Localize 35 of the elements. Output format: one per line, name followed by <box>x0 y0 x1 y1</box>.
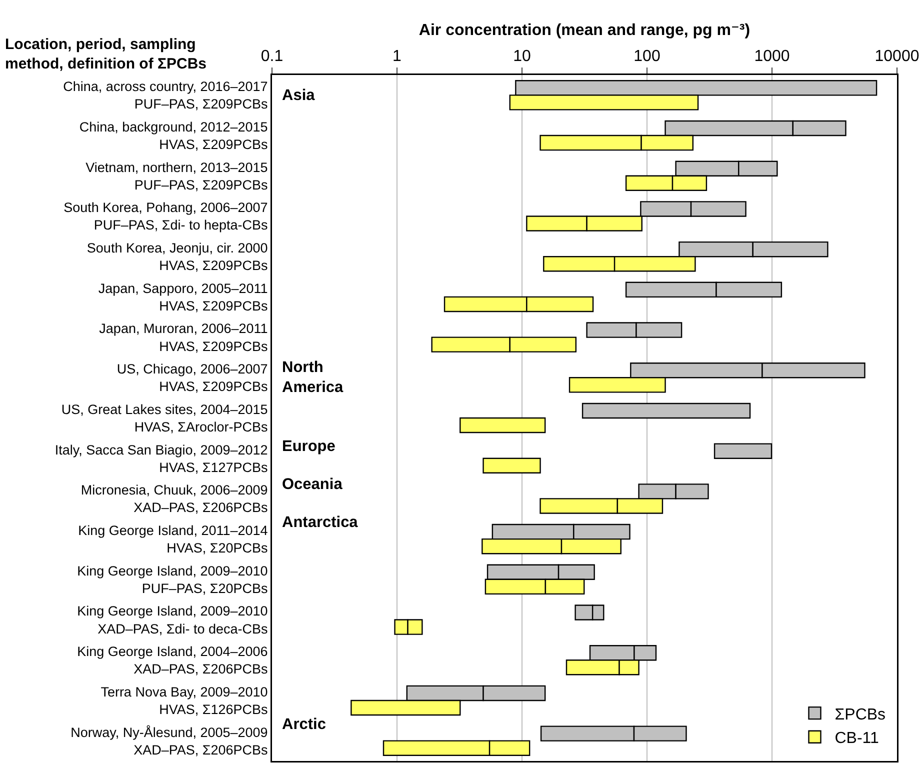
y-tick-label: South Korea, Jeonju, cir. 2000 HVAS, Σ209PCBs <box>86 240 268 274</box>
y-axis-title: Location, period, sampling method, definition of ΣPCBs <box>5 36 206 72</box>
legend-label: ΣPCBs <box>834 706 886 724</box>
y-tick-label: China, across country, 2016–2017 PUF–PAS, Σ209PCBs <box>63 79 268 112</box>
y-tick-label: King George Island, 2011–2014 HVAS, Σ20PCBs <box>78 523 268 556</box>
y-tick-label: Vietnam, northern, 2013–2015 PUF–PAS, Σ209PCBs <box>86 160 268 192</box>
annotation: Europe <box>282 438 336 455</box>
x-tick-label: 0.1 <box>260 48 284 66</box>
annotation: Arctic <box>282 716 326 733</box>
y-tick-label: Japan, Muroran, 2006–2011 HVAS, Σ209PCBs <box>99 321 268 354</box>
y-tick-label: King George Island, 2009–2010 XAD–PAS, Σdi- to deca-CBs <box>77 604 268 636</box>
x-tick-label: 1 <box>392 48 402 66</box>
y-tick-label: King George Island, 2009–2010 PUF–PAS, Σ20PCBs <box>77 563 268 596</box>
bar <box>482 458 541 474</box>
x-tick-label: 1000 <box>754 48 790 66</box>
annotation: Antarctica <box>282 514 358 531</box>
y-tick-label: China, background, 2012–2015 HVAS, Σ209PCBs <box>79 119 268 152</box>
bar <box>460 417 546 434</box>
y-tick-label: Italy, Sacca San Biagio, 2009–2012 HVAS, Σ127PCBs <box>54 442 268 475</box>
annotation: Oceania <box>282 476 343 493</box>
y-tick-label: Micronesia, Chuuk, 2006–2009 XAD–PAS, Σ206PCBs <box>80 482 268 516</box>
x-tick-label: 10000 <box>874 48 920 66</box>
x-tick-label: 100 <box>634 48 660 66</box>
y-tick-label: US, Chicago, 2006–2007 HVAS, Σ209PCBs <box>116 362 268 394</box>
annotation: North America <box>282 359 344 396</box>
y-tick-label: Terra Nova Bay, 2009–2010 HVAS, Σ126PCBs <box>100 684 268 717</box>
y-tick-label: US, Great Lakes sites, 2004–2015 HVAS, ΣAroclor-PCBs <box>61 402 268 434</box>
y-tick-label: King George Island, 2004–2006 XAD–PAS, Σ206PCBs <box>77 644 268 677</box>
y-tick-label: Norway, Ny-Ålesund, 2005–2009 XAD–PAS, Σ206PCBs <box>70 724 268 758</box>
y-tick-label: Japan, Sapporo, 2005–2011 HVAS, Σ209PCBs <box>98 280 268 314</box>
legend-label: CB-11 <box>834 730 880 748</box>
annotation: Asia <box>282 87 316 104</box>
x-tick-label: 10 <box>513 48 531 66</box>
y-tick-label: South Korea, Pohang, 2006–2007 PUF–PAS, Σdi- to hepta-CBs <box>64 200 268 233</box>
x-axis-title: Air concentration (mean and range, pg m⁻³) <box>418 22 750 40</box>
